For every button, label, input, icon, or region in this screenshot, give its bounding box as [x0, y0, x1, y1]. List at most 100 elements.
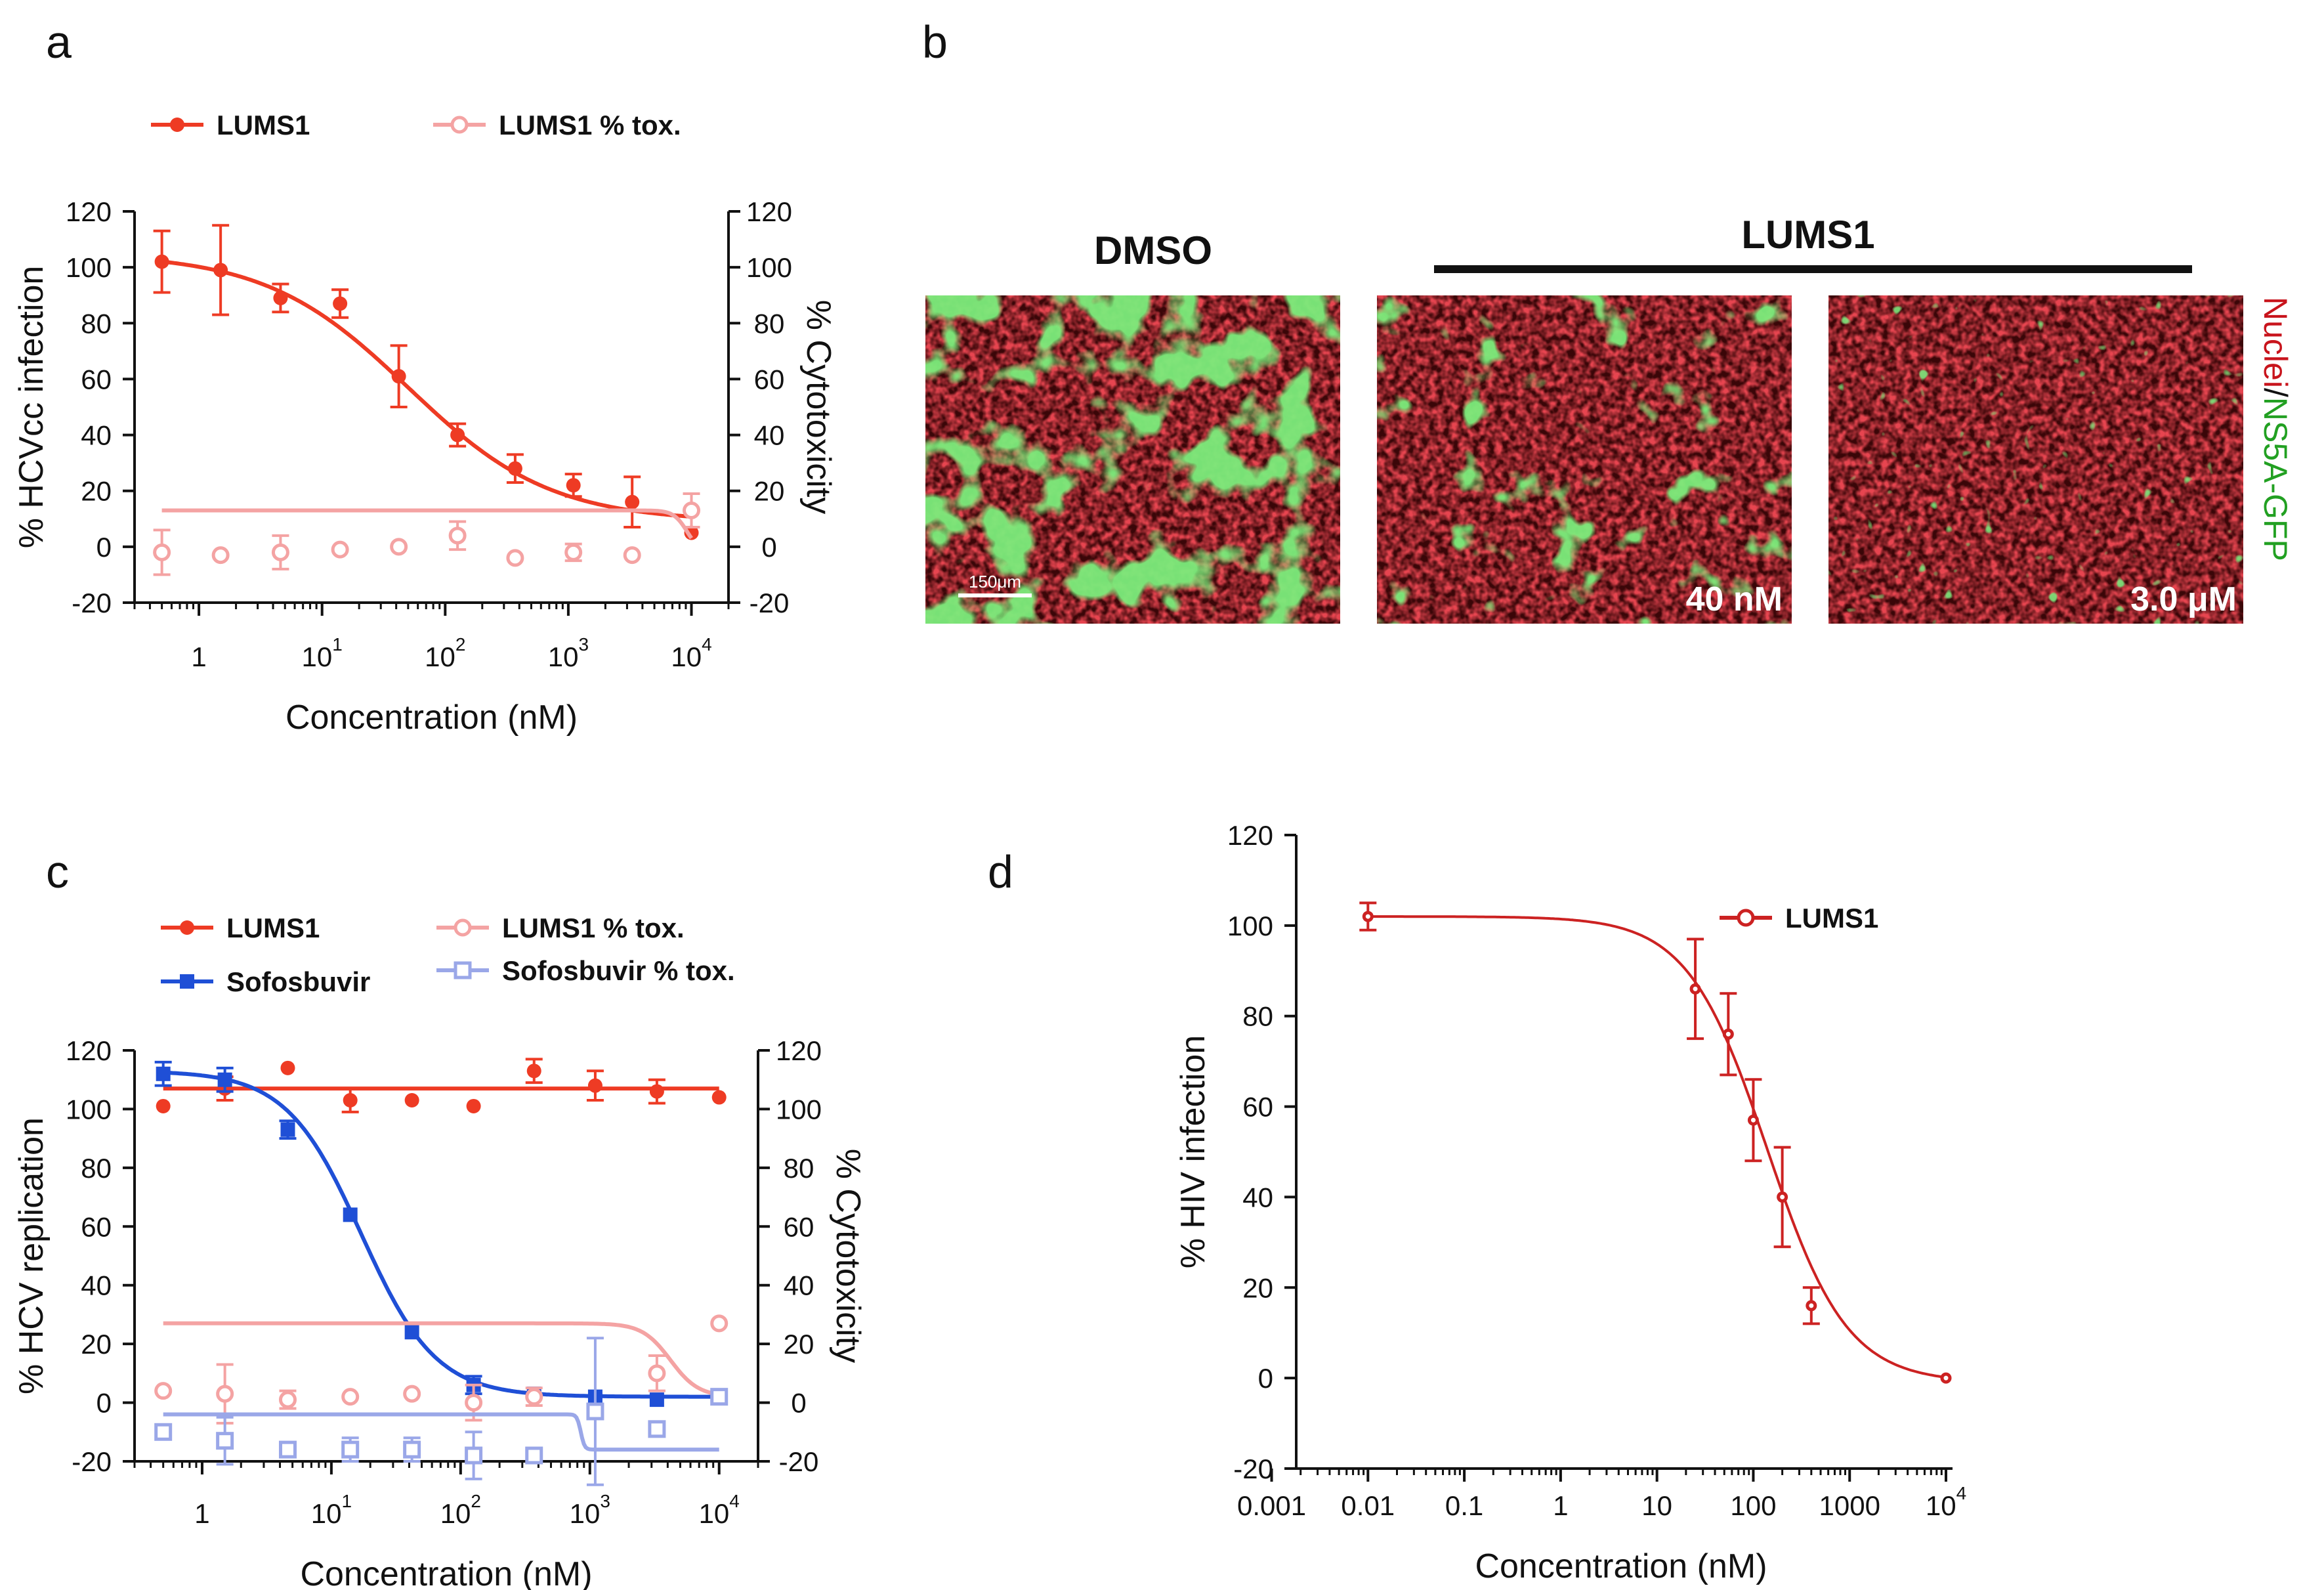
- legend-marker: [180, 920, 194, 935]
- side-label-gfp: NS5A-GFP: [2257, 397, 2294, 561]
- x-tick-label: 100: [1730, 1490, 1776, 1521]
- x-tick-exponent: 4: [702, 634, 712, 655]
- y-tick-label: 60: [1242, 1092, 1273, 1123]
- y2-tick-label: 60: [784, 1211, 814, 1242]
- fit-curve: [163, 1070, 719, 1399]
- x-tick-exponent: 1: [332, 634, 343, 655]
- data-point: [710, 1314, 729, 1333]
- x-tick-label: 101: [311, 1491, 352, 1529]
- side-label-slash: /: [2257, 388, 2294, 397]
- y2-tick-label: 100: [746, 252, 792, 283]
- y-tick-label: -20: [72, 588, 112, 618]
- data-point: [341, 1440, 360, 1459]
- data-point: [507, 461, 522, 476]
- y-tick-label: 0: [96, 1388, 112, 1419]
- x-axis-title: Concentration (nM): [300, 1555, 592, 1590]
- y-axis-title: % HCV replication: [12, 1117, 51, 1394]
- fit-curve: [163, 1321, 720, 1397]
- side-label-nuclei: Nuclei: [2257, 297, 2294, 388]
- legend-label: LUMS1: [1785, 903, 1878, 934]
- y-tick-label: -20: [72, 1446, 112, 1477]
- y-tick-label: 20: [81, 476, 112, 507]
- series-lums1: [153, 224, 699, 540]
- x-tick-label: 102: [425, 634, 465, 672]
- x-tick-exponent: 4: [1956, 1483, 1967, 1503]
- legend-label: LUMS1 % tox.: [499, 110, 681, 140]
- data-point: [403, 1385, 421, 1403]
- data-point: [216, 1432, 234, 1450]
- legend-label: LUMS1: [217, 110, 310, 140]
- legend-label: LUMS1: [226, 913, 320, 943]
- y2-tick-label: 0: [791, 1388, 806, 1419]
- y-tick-label: 40: [1242, 1182, 1273, 1213]
- data-point: [1777, 1191, 1788, 1203]
- micrograph-40nm: 40 nM: [1377, 295, 1792, 624]
- data-point: [271, 543, 289, 561]
- panel-letter-b: b: [922, 16, 948, 68]
- x-tick-label: 103: [570, 1491, 610, 1529]
- y2-tick-label: 20: [754, 476, 785, 507]
- data-point: [465, 1394, 483, 1412]
- data-point: [526, 1064, 541, 1079]
- fit-curve: [1368, 915, 1947, 1379]
- side-label: Nuclei/NS5A-GFP: [2257, 297, 2294, 561]
- data-point: [333, 296, 348, 311]
- x-tick-label: 1: [194, 1498, 209, 1529]
- y2-tick-label: 0: [761, 532, 776, 563]
- data-point: [525, 1388, 543, 1406]
- x-tick-exponent: 2: [471, 1491, 481, 1511]
- y2-tick-label: 120: [776, 1035, 822, 1066]
- data-point: [156, 1098, 171, 1113]
- data-point: [153, 543, 171, 561]
- y-tick-label: 20: [1242, 1272, 1273, 1303]
- x-tick-label: 10: [1641, 1490, 1672, 1521]
- x-axis-title: Concentration (nM): [285, 698, 578, 737]
- fit-curve: [161, 508, 693, 540]
- series-sofosbuvir-tox-: [154, 1337, 729, 1486]
- legend-marker: [454, 918, 472, 937]
- microscopy-panel: DMSO LUMS1 150μm 40 nM 3.0 μM Nuclei/NS5…: [925, 213, 2294, 624]
- data-point: [278, 1390, 297, 1409]
- y-tick-label: 120: [1227, 820, 1273, 851]
- legend-marker: [170, 118, 184, 132]
- x-tick-label: 104: [1926, 1483, 1966, 1521]
- x-tick-label: 0.01: [1341, 1490, 1395, 1521]
- x-tick-label: 101: [302, 634, 343, 672]
- x-tick-exponent: 3: [600, 1491, 610, 1511]
- data-point: [213, 263, 228, 278]
- data-point: [391, 369, 406, 384]
- x-tick-exponent: 3: [578, 634, 589, 655]
- scale-bar: [958, 593, 1032, 597]
- y-tick-label: 120: [66, 1035, 112, 1066]
- legend-marker: [1737, 909, 1755, 927]
- x-tick-label: 103: [548, 634, 589, 672]
- y2-tick-label: 20: [784, 1329, 814, 1360]
- data-point: [506, 549, 524, 567]
- fit-curve: [161, 259, 692, 519]
- legend-marker: [180, 974, 194, 989]
- data-point: [343, 1207, 358, 1222]
- x-tick-label: 104: [699, 1491, 740, 1529]
- data-point: [649, 1392, 664, 1407]
- data-point: [217, 1072, 232, 1087]
- y-axis-title: % HIV infection: [1174, 1035, 1212, 1269]
- series-lums1-tox-: [153, 492, 701, 576]
- data-point: [390, 538, 408, 556]
- micrograph-dmso: 150μm: [925, 295, 1340, 624]
- data-point: [566, 478, 581, 493]
- data-point: [403, 1440, 421, 1459]
- y-tick-label: 120: [66, 196, 112, 227]
- data-point: [525, 1446, 543, 1465]
- y-tick-label: 100: [1227, 911, 1273, 941]
- panel-letter-d: d: [988, 846, 1013, 897]
- x-tick-label: 0.1: [1445, 1490, 1483, 1521]
- y-tick-label: 100: [66, 1094, 112, 1125]
- y-tick-label: 60: [81, 1211, 112, 1242]
- data-point: [623, 546, 641, 565]
- x-tick-exponent: 1: [341, 1491, 352, 1511]
- fit-curve: [163, 1412, 719, 1452]
- series-lums1: [1359, 901, 1952, 1384]
- data-point: [465, 1446, 483, 1465]
- x-axis-title: Concentration (nM): [1475, 1547, 1767, 1585]
